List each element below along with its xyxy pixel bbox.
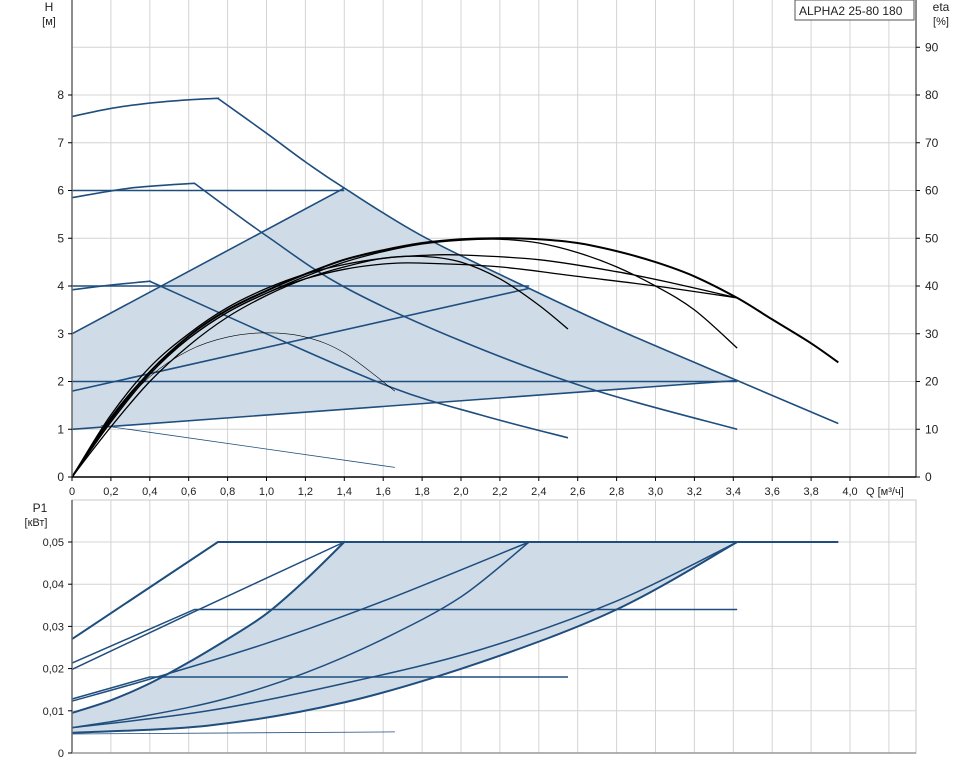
x-axis-label-q: Q [м³/ч] bbox=[866, 486, 904, 498]
power-curve-1 bbox=[71, 608, 738, 664]
y-tick-label: 4 bbox=[57, 279, 64, 293]
y-tick-label: 6 bbox=[57, 184, 64, 198]
y2-tick-label: 30 bbox=[925, 327, 939, 341]
y-tick-label: 1 bbox=[57, 422, 64, 436]
efficiency-curve-3 bbox=[71, 262, 738, 478]
x-tick-label: 2,8 bbox=[609, 486, 624, 498]
x-tick-label: 3,0 bbox=[648, 486, 663, 498]
legend-box: ALPHA2 25-80 180 bbox=[794, 0, 915, 21]
y2-tick-label: 90 bbox=[925, 40, 939, 54]
x-tick-label: 3,6 bbox=[765, 486, 780, 498]
y2-axis-unit-eta: [%] bbox=[933, 16, 949, 28]
x-tick-label: 0,4 bbox=[142, 486, 157, 498]
efficiency-curve-5 bbox=[71, 332, 396, 478]
y2-axis-label-eta: eta bbox=[933, 0, 950, 14]
y2-tick-label: 40 bbox=[925, 279, 939, 293]
x-tick-label: 0,8 bbox=[220, 486, 235, 498]
x-tick-label: 1,6 bbox=[376, 486, 391, 498]
power-curve-3 bbox=[71, 676, 568, 700]
power-curve-7 bbox=[71, 541, 738, 729]
x-tick-label: 1,0 bbox=[259, 486, 274, 498]
y2-tick-label: 70 bbox=[925, 136, 939, 150]
efficiency-curve-4 bbox=[71, 255, 569, 478]
x-tick-label: 3,2 bbox=[687, 486, 702, 498]
power-operating-area bbox=[72, 542, 738, 733]
x-tick-label: 0,6 bbox=[181, 486, 196, 498]
x-tick-label: 2,4 bbox=[531, 486, 546, 498]
x-tick-label: 3,8 bbox=[803, 486, 818, 498]
power-curve-5 bbox=[71, 541, 345, 714]
head-curve-1 bbox=[71, 182, 738, 431]
y-tick-label: 5 bbox=[57, 231, 64, 245]
p1-tick-label: 0,05 bbox=[43, 537, 64, 549]
y2-tick-label: 50 bbox=[925, 231, 939, 245]
y-tick-label: 7 bbox=[57, 136, 64, 150]
power-curve-6 bbox=[71, 541, 530, 729]
head-curves bbox=[71, 97, 839, 468]
x-tick-label: 1,4 bbox=[337, 486, 352, 498]
power-curve-0 bbox=[71, 541, 839, 640]
x-tick-label: 1,8 bbox=[414, 486, 429, 498]
efficiency-curve-2 bbox=[71, 253, 738, 478]
y-axis-unit-p1: [кВт] bbox=[25, 517, 48, 529]
p1-tick-label: 0,02 bbox=[43, 664, 64, 676]
head-operating-area bbox=[72, 188, 738, 430]
y-tick-label: 8 bbox=[57, 88, 64, 102]
y2-tick-label: 60 bbox=[925, 184, 939, 198]
y-axis-unit-h: [м] bbox=[42, 16, 56, 28]
power-curve-9 bbox=[71, 731, 395, 735]
power-curves bbox=[71, 541, 839, 735]
p1-tick-label: 0,03 bbox=[43, 621, 64, 633]
y-tick-label: 3 bbox=[57, 327, 64, 341]
y2-tick-label: 80 bbox=[925, 88, 939, 102]
efficiency-curves bbox=[71, 237, 839, 478]
power-curve-4 bbox=[71, 541, 530, 702]
p1-tick-label: 0,04 bbox=[43, 579, 64, 591]
y2-tick-label: 10 bbox=[925, 422, 939, 436]
p1-tick-label: 0 bbox=[58, 748, 64, 760]
y2-tick-label: 0 bbox=[925, 470, 932, 484]
x-tick-label: 2,2 bbox=[492, 486, 507, 498]
efficiency-curve-0 bbox=[71, 237, 839, 478]
y-tick-label: 2 bbox=[57, 375, 64, 389]
head-curve-0 bbox=[71, 97, 839, 425]
head-curve-2 bbox=[71, 280, 569, 439]
x-tick-label: 4,0 bbox=[842, 486, 857, 498]
x-tick-label: 2,0 bbox=[453, 486, 468, 498]
power-curve-2 bbox=[71, 541, 345, 671]
power-area-fill bbox=[72, 542, 738, 733]
x-tick-label: 0 bbox=[69, 486, 75, 498]
p1-tick-label: 0,01 bbox=[43, 706, 64, 718]
head-chart-axes: 0 0,2 0,4 0,6 0,8 1,0 1,2 1,4 1,6 1,8 2,0 2,2 2,4 2,6… bbox=[57, 0, 939, 498]
x-tick-label: 2,6 bbox=[570, 486, 585, 498]
y-tick-label: 0 bbox=[57, 470, 64, 484]
model-label: ALPHA2 25-80 180 bbox=[799, 4, 903, 18]
y2-tick-label: 20 bbox=[925, 375, 939, 389]
x-tick-label: 3,4 bbox=[726, 486, 741, 498]
power-chart-axes: 0 0,01 0,02 0,03 0,04 0,05 bbox=[43, 500, 916, 760]
x-tick-label: 1,2 bbox=[298, 486, 313, 498]
head-curve-7 bbox=[71, 187, 345, 335]
head-curve-9 bbox=[71, 379, 738, 431]
y-axis-label-h: H bbox=[45, 0, 54, 14]
head-curve-3 bbox=[101, 425, 395, 468]
y-axis-label-p1: P1 bbox=[33, 501, 48, 515]
x-tick-label: 0,2 bbox=[103, 486, 118, 498]
operating-area-fill bbox=[72, 188, 738, 430]
power-curve-8 bbox=[71, 541, 738, 734]
